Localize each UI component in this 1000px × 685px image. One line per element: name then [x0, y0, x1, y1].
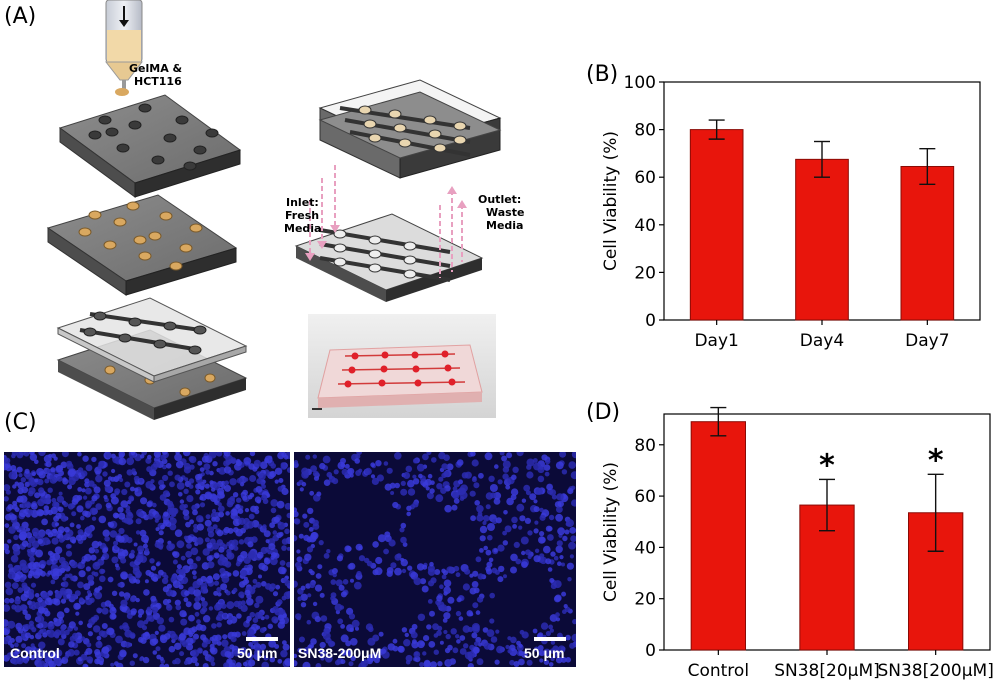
y-tick-label: 20: [634, 263, 656, 283]
y-tick-label: 40: [634, 538, 656, 558]
bar-chart-viability-days: 0 20 40 60 80 100 Cell Viability (%) Day1 Day4 Da…: [601, 73, 981, 351]
inlet-label-2: Fresh: [285, 209, 319, 222]
syringe-icon: [104, 0, 144, 96]
outlet-label-3: Media: [486, 219, 523, 232]
micrograph-label-control: Control: [10, 645, 60, 661]
significance-marker-2: *: [819, 448, 835, 483]
inlet-label-1: Inlet:: [286, 196, 319, 209]
scale-bar-sn38: [534, 637, 566, 641]
panel-label-c: (C): [4, 410, 37, 435]
y-tick-label: 40: [634, 216, 656, 236]
y-tick-label: 60: [634, 487, 656, 507]
plate-assembly-exploded: [56, 297, 248, 420]
y-axis-label: Cell Viability (%): [601, 131, 621, 271]
bar-1: [689, 129, 744, 321]
y-tick-label: 100: [624, 73, 656, 93]
scale-text-sn38: 50 μm: [524, 645, 565, 661]
y-tick-label: 80: [634, 436, 656, 456]
x-tick-label-3: SN38[200μM]: [877, 661, 993, 681]
y-tick-label: 20: [634, 590, 656, 610]
bar-1: [690, 421, 746, 651]
panel-label-a: (A): [4, 4, 37, 29]
y-tick-label: 60: [634, 168, 656, 188]
y-tick-label: 80: [634, 121, 656, 141]
syringe-label-line1: GelMA &: [129, 62, 183, 75]
micrograph-control: Control 50 μm: [4, 452, 290, 667]
x-tick-label-2: SN38[20μM]: [774, 661, 880, 681]
panel-label-b: (B): [586, 62, 619, 87]
bar-3: [900, 165, 955, 321]
nuclei-field-control: [4, 452, 290, 667]
x-tick-label-1: Control: [688, 661, 749, 681]
panel-label-d: (D): [586, 400, 621, 425]
outlet-label-2: Waste: [486, 206, 524, 219]
micrograph-sn38: SN38-200μM 50 μm: [294, 452, 576, 667]
scale-bar-control: [246, 637, 278, 641]
device-photo: [308, 314, 496, 418]
significance-marker-3: *: [928, 443, 944, 478]
plate-empty-wells: [58, 94, 242, 198]
x-tick-label-2: Day4: [800, 331, 844, 351]
scale-text-control: 50 μm: [237, 645, 278, 661]
outlet-label-1: Outlet:: [478, 193, 521, 206]
device-schematic: GelMA & HCT116: [46, 0, 524, 420]
chip-perfusion-view: [294, 165, 484, 302]
y-tick-label: 0: [645, 311, 656, 331]
x-tick-label-3: Day7: [905, 331, 949, 351]
x-tick-label-1: Day1: [694, 331, 738, 351]
bar-chart-viability-treatment: 0 20 40 60 80 Cell Viability (%) Control SN38[2…: [601, 406, 994, 681]
inlet-label-3: Media: [284, 222, 321, 235]
syringe-label-line2: HCT116: [134, 75, 182, 88]
chip-top-view: [318, 79, 502, 179]
nuclei-field-sn38: [294, 452, 576, 667]
y-tick-label: 0: [645, 641, 656, 661]
bar-2: [795, 158, 849, 321]
micrograph-label-sn38: SN38-200μM: [298, 645, 382, 661]
y-axis-label: Cell Viability (%): [601, 462, 621, 602]
plate-filled-wells: [46, 194, 238, 296]
